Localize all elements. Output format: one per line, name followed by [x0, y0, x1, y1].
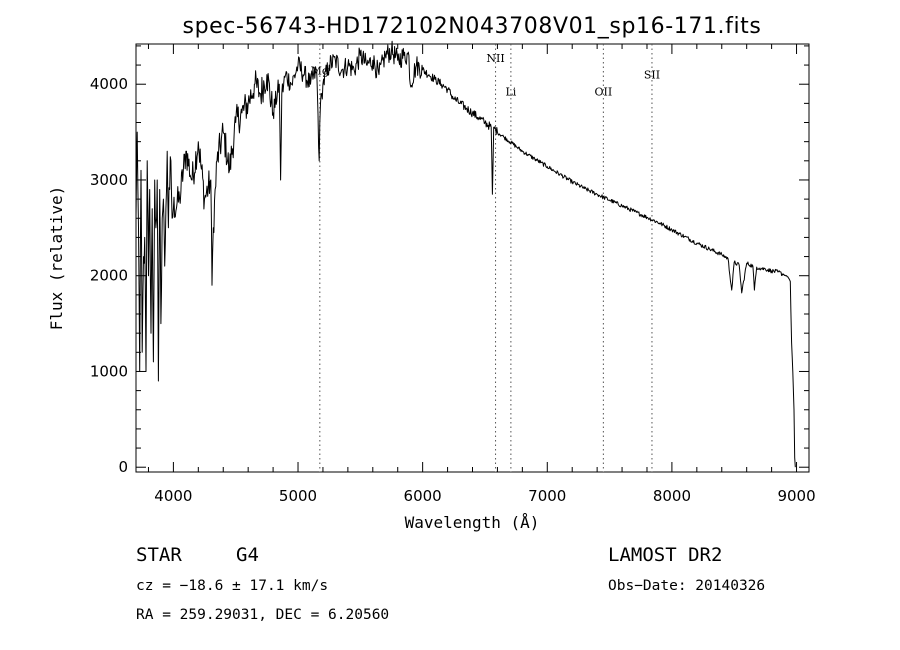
- obs-date-label: Obs−Date: 20140326: [608, 578, 765, 594]
- y-tick-label: 4000: [90, 75, 128, 93]
- x-tick-label: 4000: [154, 487, 192, 505]
- x-tick-label: 9000: [777, 487, 815, 505]
- spectrum-series-line: [135, 40, 796, 468]
- y-axis-ticks: 0 1000 2000 3000 4000: [90, 45, 809, 476]
- redshift-label: cz = −18.6 ± 17.1 km/s: [136, 578, 328, 594]
- spectral-line-label: NII: [486, 52, 504, 65]
- coordinates-label: RA = 259.29031, DEC = 6.20560: [136, 607, 389, 623]
- y-axis-label: Flux (relative): [47, 186, 66, 331]
- spectral-line-label: SII: [644, 68, 660, 81]
- chart-title: spec-56743-HD172102N043708V01_sp16-171.f…: [183, 14, 762, 39]
- y-tick-label: 0: [118, 458, 128, 476]
- y-tick-label: 3000: [90, 171, 128, 189]
- object-type-label: STAR: [136, 544, 182, 566]
- spectral-line-label: OII: [595, 86, 613, 99]
- y-tick-label: 2000: [90, 267, 128, 285]
- x-tick-label: 8000: [653, 487, 691, 505]
- spectral-line-label: Li: [505, 86, 516, 99]
- survey-label: LAMOST DR2: [608, 544, 722, 566]
- x-tick-label: 5000: [279, 487, 317, 505]
- y-tick-label: 1000: [90, 362, 128, 380]
- x-axis-label: Wavelength (Å): [405, 513, 540, 532]
- subclass-label: G4: [236, 544, 259, 566]
- x-axis-ticks: 4000 5000 6000 7000 8000 9000: [147, 44, 816, 505]
- x-tick-label: 6000: [404, 487, 442, 505]
- x-tick-label: 7000: [528, 487, 566, 505]
